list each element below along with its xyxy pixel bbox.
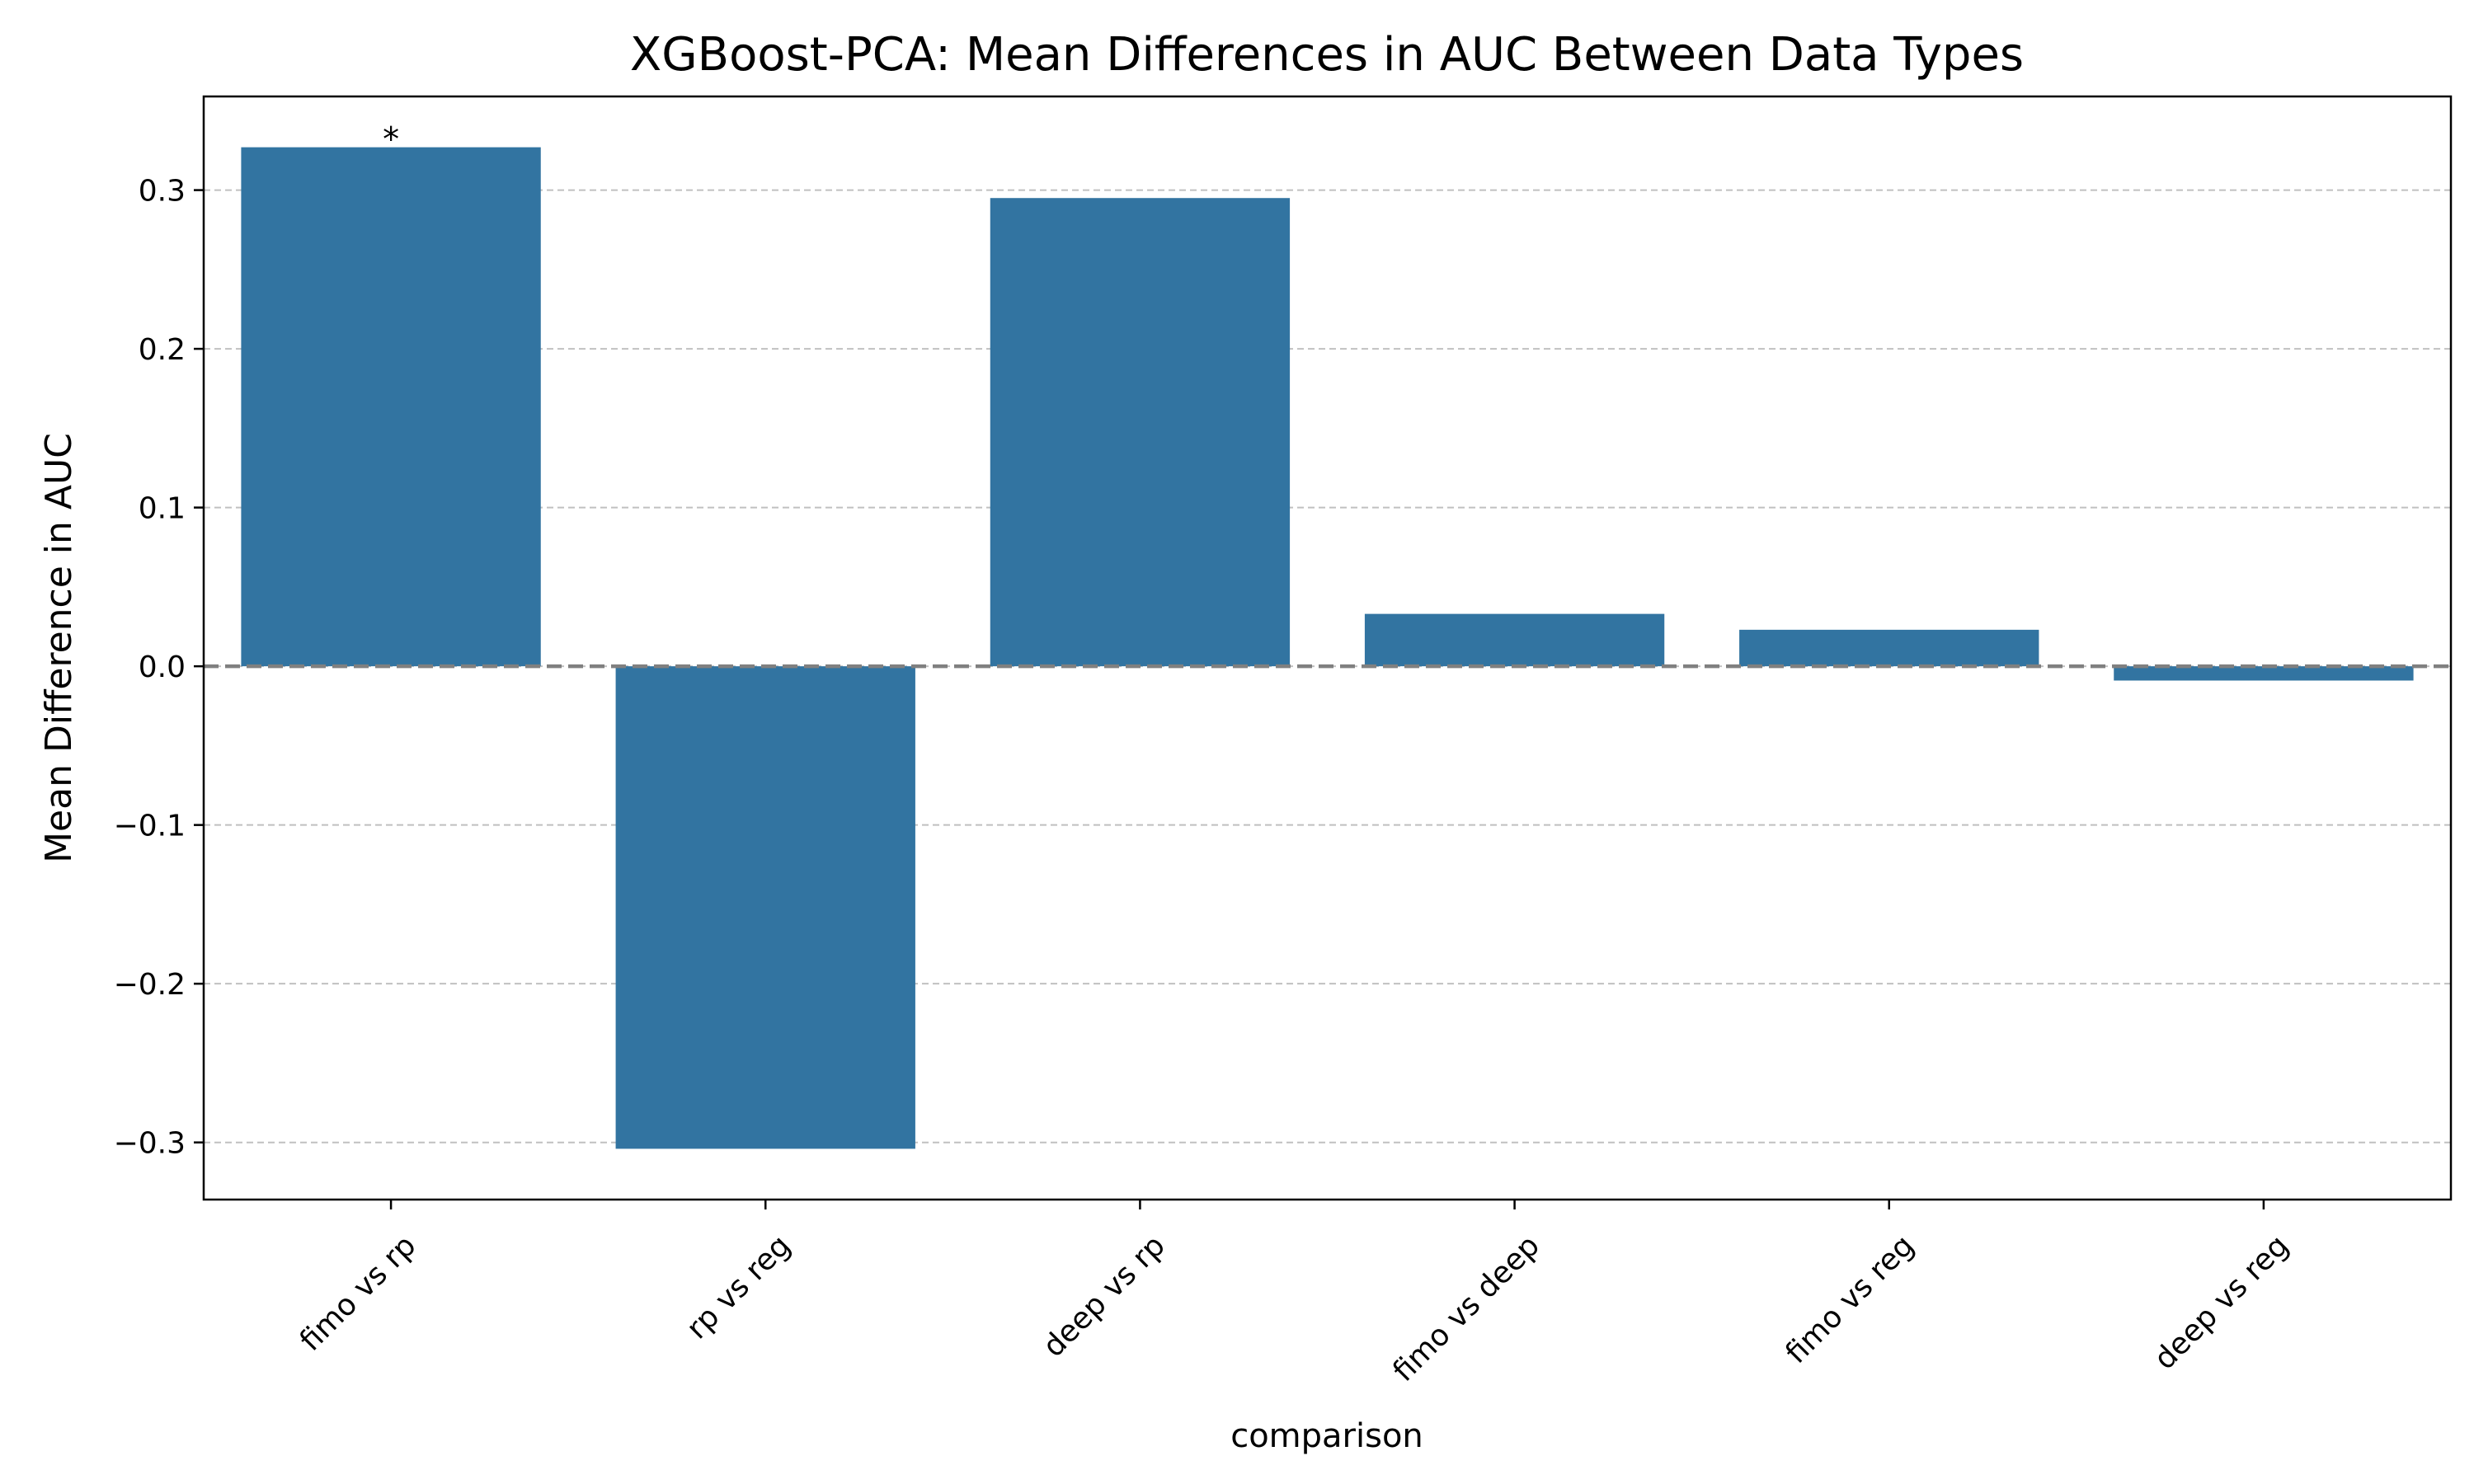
y-tick-label: 0.2: [139, 333, 186, 367]
y-tick-label: 0.3: [139, 175, 186, 209]
y-axis-ticks: −0.3 −0.2 −0.1 0.0 0.1 0.2 0.3: [114, 175, 204, 1161]
chart-title: XGBoost-PCA: Mean Differences in AUC Bet…: [630, 28, 2024, 82]
y-tick-label: −0.2: [114, 968, 186, 1002]
bar-fimo-vs-deep: [1364, 613, 1665, 667]
significance-marker: *: [383, 121, 399, 159]
bar-deep-vs-rp: [990, 198, 1291, 667]
y-tick-label: 0.1: [139, 492, 186, 526]
bar-deep-vs-reg: [2114, 666, 2414, 681]
plot-area-frame: [202, 95, 2453, 1201]
bar-fimo-vs-rp: [241, 147, 541, 667]
x-axis-label: comparison: [1230, 1417, 1423, 1455]
bars: [241, 147, 2414, 1149]
bar-fimo-vs-reg: [1739, 629, 2039, 667]
y-tick-label: 0.0: [139, 650, 186, 684]
y-axis-label: Mean Difference in AUC: [38, 433, 80, 863]
bar-rp-vs-reg: [615, 666, 915, 1149]
significance-markers: *: [383, 121, 399, 159]
y-tick-label: −0.3: [114, 1127, 186, 1161]
y-tick-label: −0.1: [114, 810, 186, 843]
